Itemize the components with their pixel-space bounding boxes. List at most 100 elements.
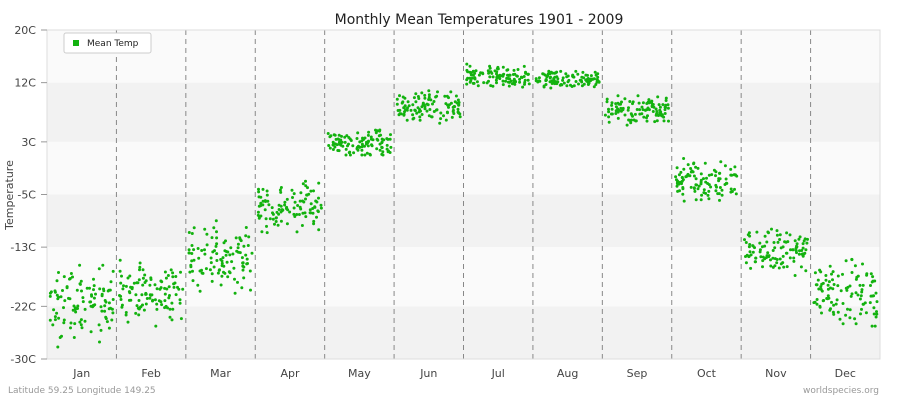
data-point [651,103,655,106]
data-point [801,254,805,258]
data-point [92,288,95,292]
data-point [465,82,469,86]
data-point [714,170,718,174]
data-point [337,133,341,137]
data-point [304,179,307,183]
data-point [155,302,159,306]
data-point [276,223,280,227]
data-point [327,144,331,147]
data-point [407,104,411,108]
data-point [358,145,362,149]
data-point [369,137,373,141]
data-point [242,244,246,248]
data-point [718,198,721,202]
data-point [771,265,775,269]
data-point [450,115,454,119]
data-point [707,197,711,201]
data-point [689,167,693,170]
data-point [553,75,557,79]
data-point [519,75,523,79]
data-point [473,71,477,75]
data-point [518,80,522,84]
data-point [838,317,842,321]
data-point [242,276,246,280]
data-point [154,324,158,328]
data-point [118,294,121,297]
data-point [235,249,239,253]
data-point [401,100,405,104]
data-point [647,101,651,105]
footer-location: Latitude 59.25 Longitude 149.25 [8,386,156,396]
data-point [88,300,92,304]
data-point [769,264,773,268]
data-point [564,72,568,76]
data-point [256,210,260,214]
data-point [453,100,457,104]
data-point [209,256,213,260]
data-point [213,249,216,253]
data-point [51,323,55,327]
data-point [792,259,796,263]
data-point [149,278,153,281]
data-point [704,191,708,195]
data-point [190,244,194,247]
data-point [143,273,147,277]
data-point [355,147,359,151]
data-point [610,112,614,116]
data-point [629,121,633,125]
data-point [501,83,505,87]
data-point [200,271,204,275]
data-point [498,73,502,77]
data-point [523,82,526,86]
data-point [816,278,820,282]
data-point [360,142,364,146]
data-point [190,252,194,255]
data-point [148,296,152,300]
data-point [793,239,797,243]
data-point [821,281,825,285]
data-point [81,300,85,304]
data-point [676,189,680,193]
data-point [714,174,717,178]
data-point [328,146,332,150]
y-tick-label: 20C [14,24,36,37]
data-point [57,271,60,274]
data-point [645,116,648,120]
data-point [138,268,141,272]
data-point [506,77,510,80]
data-point [151,299,154,303]
data-point [405,118,409,122]
data-point [160,303,164,307]
data-point [245,262,249,266]
data-point [868,301,872,305]
data-point [309,189,313,193]
data-point [347,136,351,139]
data-point [189,263,193,267]
data-point [98,287,102,291]
data-point [470,76,474,80]
data-point [859,312,862,316]
data-point [142,308,146,312]
data-point [159,279,163,283]
data-point [505,68,509,72]
data-point [137,278,141,282]
data-point [369,135,373,139]
data-point [308,208,312,212]
data-point [495,72,498,76]
data-point [806,237,809,241]
data-point [734,192,738,196]
data-point [344,147,348,151]
data-point [709,185,713,189]
data-point [490,71,494,75]
data-point [215,230,218,234]
data-point [362,138,365,141]
data-point [174,293,178,297]
data-point [610,101,614,105]
data-point [560,83,564,87]
data-point [514,80,518,84]
data-point [537,79,541,83]
data-point [242,265,246,269]
y-axis-ticks: 20C 12C 3C -5C -13C -22C -30C [10,24,47,366]
data-point [841,322,845,326]
